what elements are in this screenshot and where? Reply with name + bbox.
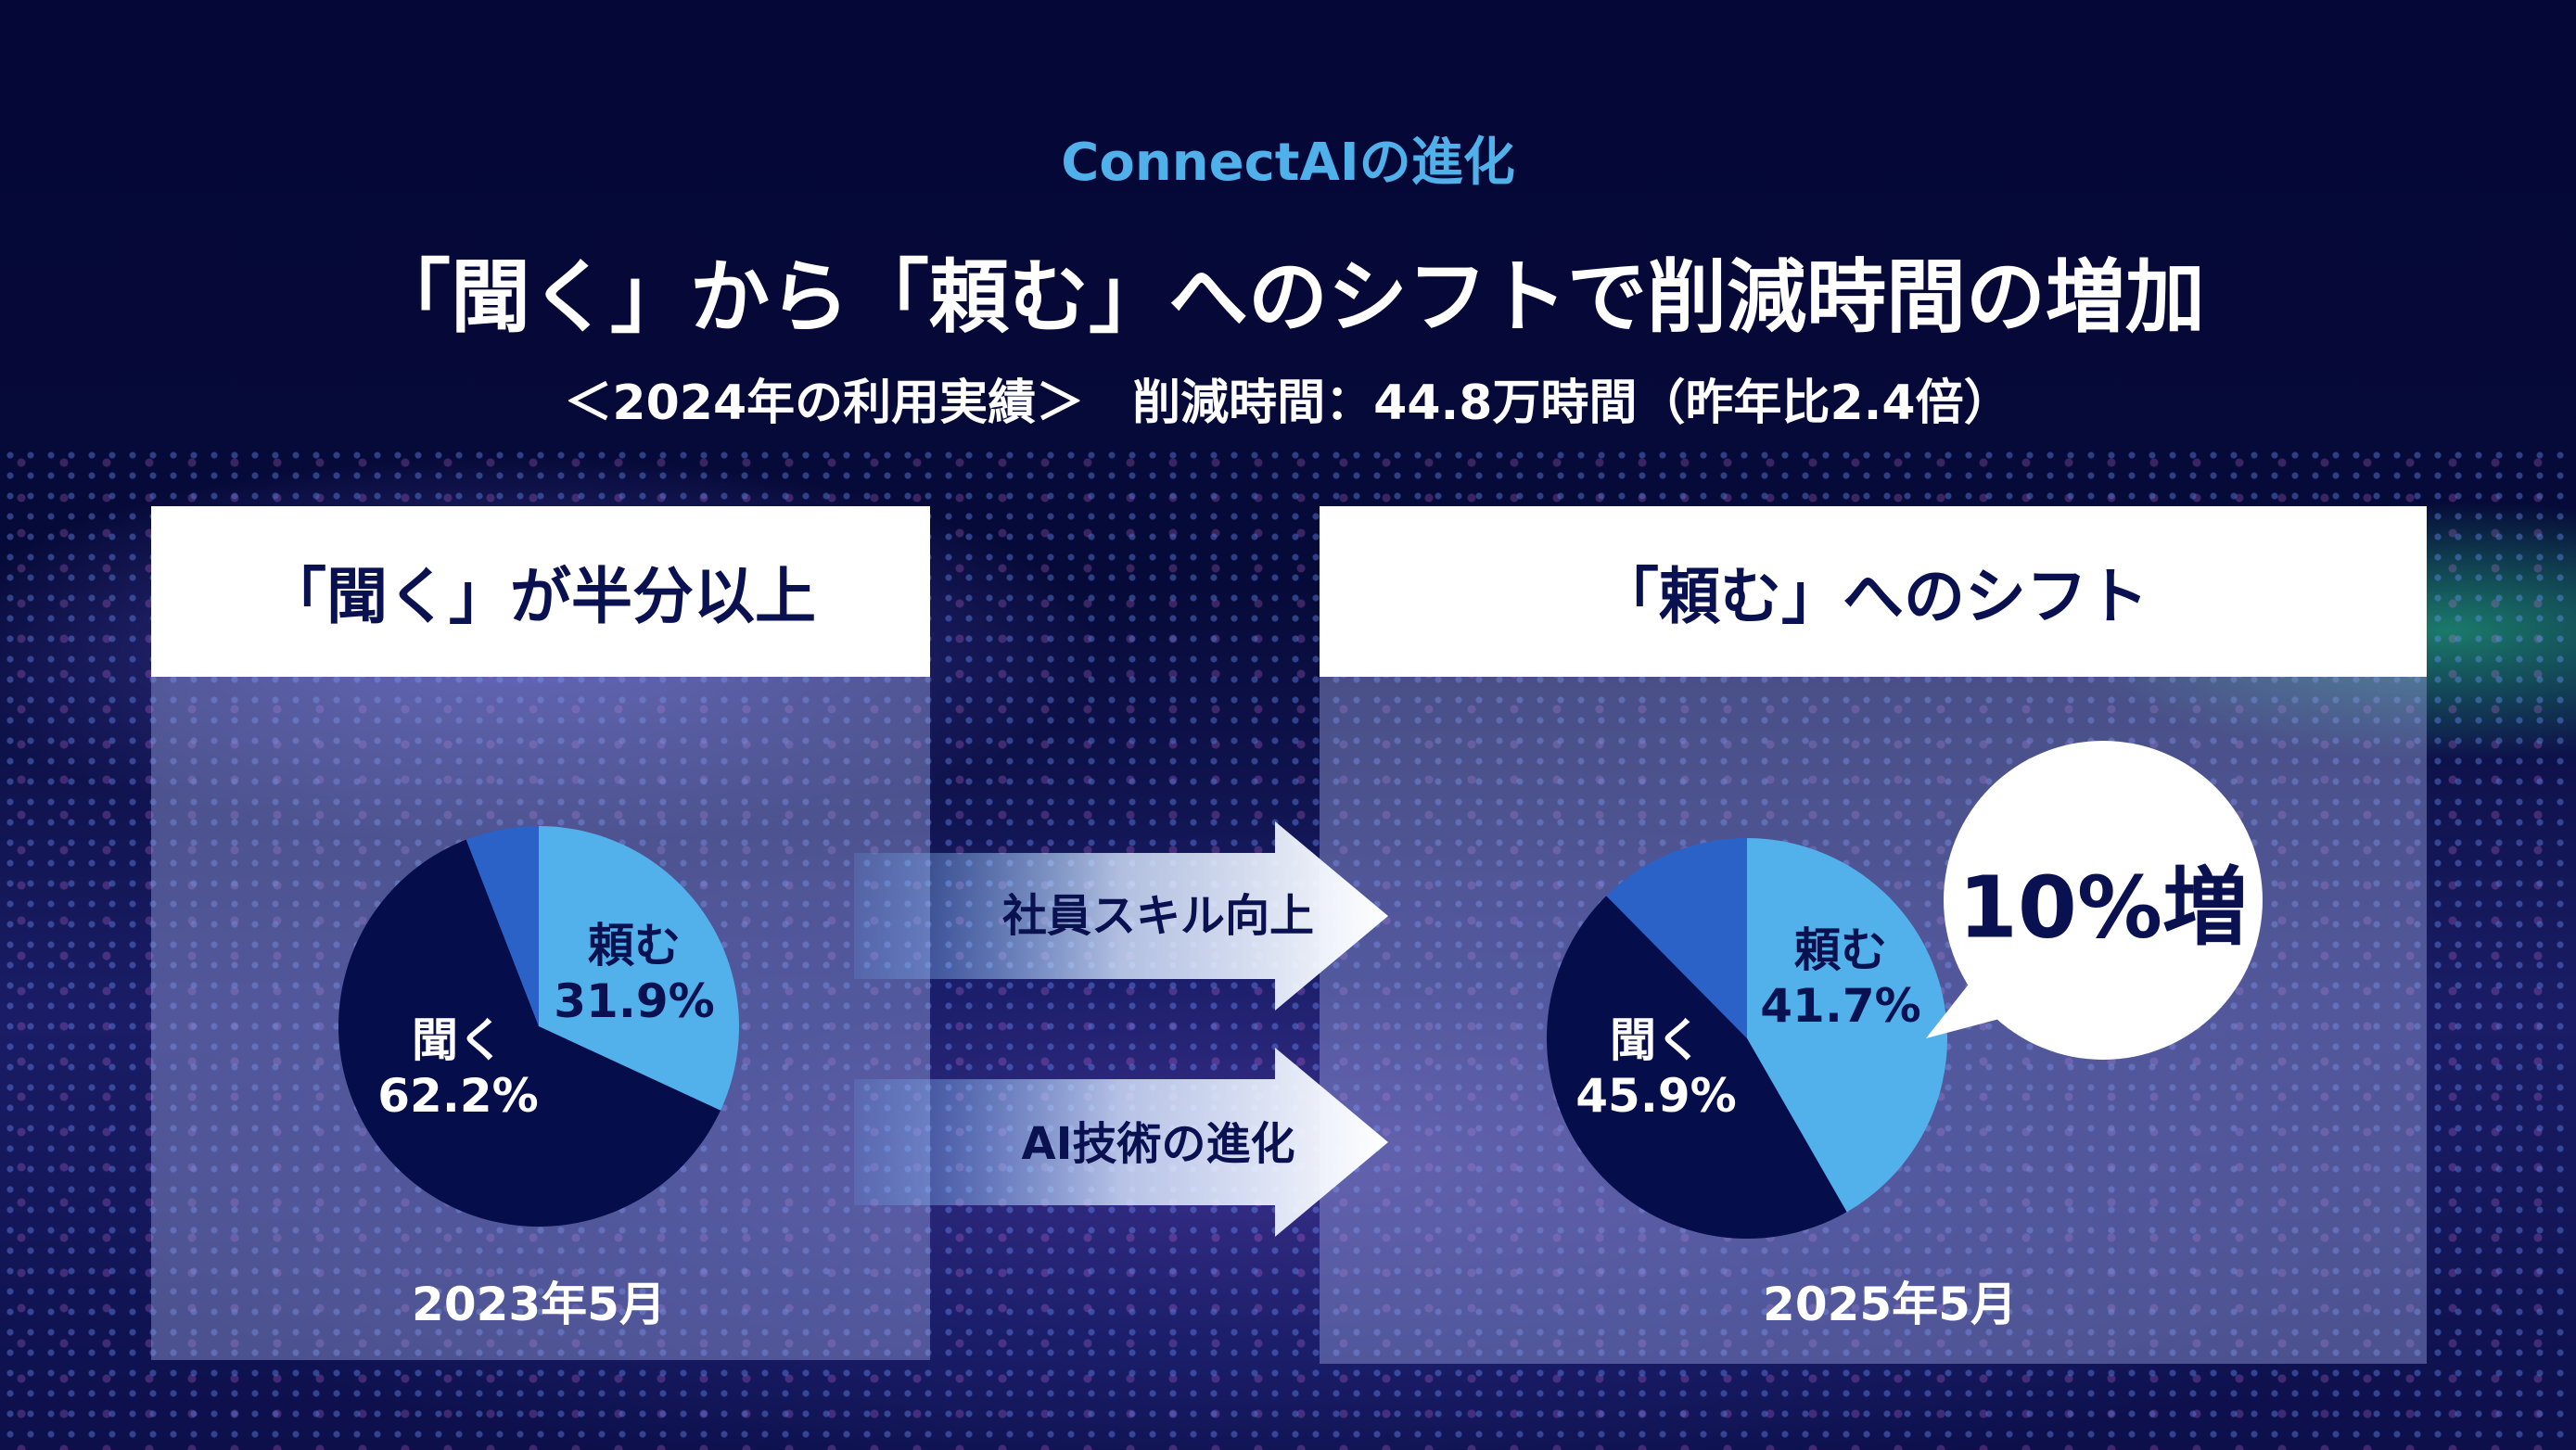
left-kiku-label: 聞く 62.2% [377,1013,539,1123]
arrow-ai [854,1048,1388,1237]
right-kiku-label: 聞く 45.9% [1575,1013,1737,1123]
right-panel-title: 「頼む」へのシフト [1320,506,2427,677]
kicker: ConnectAIの進化 [1061,133,1515,193]
callout-bubble [1926,741,2263,1060]
pie-slice-聞く [338,839,721,1227]
right-tanomu-label: 頼む 41.7% [1760,923,1921,1033]
pie-2023 [338,826,740,1227]
subtitle: ＜2024年の利用実績＞ 削減時間：44.8万時間（昨年比2.4倍） [564,375,2012,431]
pie-slice-other [465,826,539,1026]
left-date: 2023年5月 [412,1278,666,1331]
arrow-label-skill: 社員スキル向上 [1001,890,1315,942]
pie-slice-聞く [1547,896,1847,1239]
pie-2025 [1547,838,1948,1239]
arrow-label-ai: AI技術の進化 [1021,1118,1295,1170]
right-date: 2025年5月 [1763,1278,2017,1331]
pie-slice-other [1606,838,1747,1038]
arrow-skill [854,821,1388,1011]
callout-text: 10%増 [1958,858,2249,958]
pie-slice-頼む [1747,838,1948,1213]
pie-slice-頼む [539,826,740,1111]
left-tanomu-label: 頼む 31.9% [554,919,715,1028]
left-panel-title: 「聞く」が半分以上 [151,506,930,677]
page-title: 「聞く」から「頼む」へのシフトで削減時間の増加 [371,251,2205,344]
